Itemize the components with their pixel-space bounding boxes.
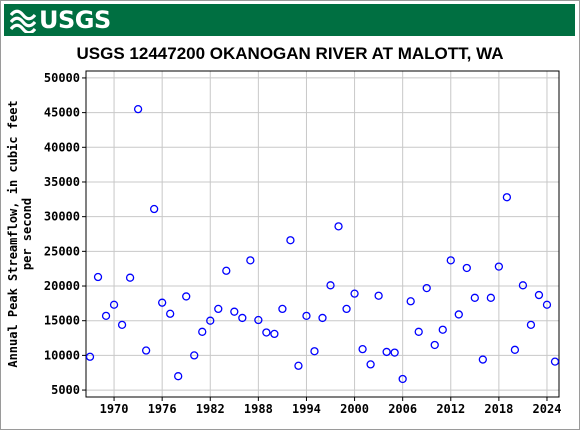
data-point[interactable] [95,274,102,281]
x-tick-label: 2018 [484,402,513,416]
data-point[interactable] [103,312,110,319]
x-tick-label: 2012 [436,402,465,416]
data-point[interactable] [87,353,94,360]
data-point[interactable] [463,264,470,271]
data-point[interactable] [175,373,182,380]
data-point[interactable] [215,305,222,312]
data-point[interactable] [415,328,422,335]
x-tick-label: 1976 [148,402,177,416]
grid-lines [86,71,559,397]
data-point[interactable] [279,305,286,312]
data-point[interactable] [183,293,190,300]
data-point[interactable] [439,326,446,333]
y-tick-label: 50000 [44,71,80,85]
data-point[interactable] [503,194,510,201]
data-point[interactable] [223,267,230,274]
x-tick-label: 1970 [100,402,129,416]
axis-ticks: 5000 10000 15000 20000 25000 30000 35000 40000 4… [44,71,562,416]
x-tick-label: 2024 [533,402,562,416]
y-axis-title-line1: Annual Peak Streamflow, in cubic feet [6,100,20,367]
data-point[interactable] [335,223,342,230]
data-point[interactable] [479,356,486,363]
data-point[interactable] [455,311,462,318]
data-point[interactable] [143,347,150,354]
data-point[interactable] [535,292,542,299]
y-tick-label: 40000 [44,140,80,154]
data-point[interactable] [287,237,294,244]
data-point[interactable] [471,294,478,301]
x-tick-label: 1982 [196,402,225,416]
data-point[interactable] [383,348,390,355]
data-point[interactable] [367,361,374,368]
data-point[interactable] [519,282,526,289]
x-tick-label: 2006 [388,402,417,416]
y-axis-title-line2: per second [20,198,34,270]
y-tick-label: 45000 [44,106,80,120]
data-point[interactable] [311,348,318,355]
data-point[interactable] [527,321,534,328]
data-point[interactable] [167,310,174,317]
data-point[interactable] [135,106,142,113]
y-tick-label: 10000 [44,348,80,362]
data-point[interactable] [231,308,238,315]
data-point[interactable] [151,206,158,213]
y-tick-label: 15000 [44,314,80,328]
data-point[interactable] [487,294,494,301]
y-tick-label: 35000 [44,175,80,189]
data-point[interactable] [119,321,126,328]
data-point[interactable] [247,257,254,264]
data-point[interactable] [431,341,438,348]
y-tick-label: 5000 [51,383,80,397]
x-tick-label: 1994 [292,402,321,416]
data-point[interactable] [263,329,270,336]
data-point[interactable] [551,358,558,365]
data-point[interactable] [199,328,206,335]
data-point[interactable] [359,346,366,353]
data-point[interactable] [407,298,414,305]
plot-area [86,71,559,397]
data-point[interactable] [327,282,334,289]
data-point[interactable] [511,346,518,353]
data-point[interactable] [343,305,350,312]
y-tick-label: 30000 [44,210,80,224]
y-tick-label: 20000 [44,279,80,293]
x-tick-label: 2000 [340,402,369,416]
data-point[interactable] [271,330,278,337]
x-tick-label: 1988 [244,402,273,416]
data-point[interactable] [127,274,134,281]
data-point[interactable] [295,362,302,369]
y-tick-label: 25000 [44,244,80,258]
data-point[interactable] [375,292,382,299]
